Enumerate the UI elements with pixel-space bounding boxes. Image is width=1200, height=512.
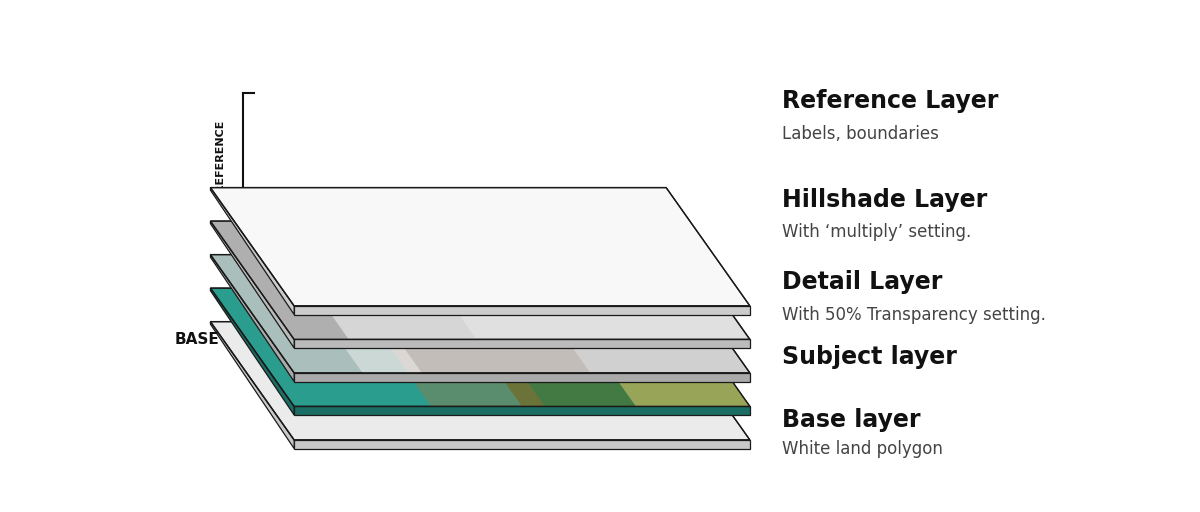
Text: Reference Layer: Reference Layer — [782, 89, 998, 113]
Polygon shape — [294, 373, 750, 381]
Text: Hillshade Layer: Hillshade Layer — [782, 187, 988, 211]
Polygon shape — [210, 221, 349, 339]
Text: Labels, boundaries: Labels, boundaries — [782, 124, 940, 142]
Polygon shape — [210, 254, 408, 373]
Polygon shape — [278, 254, 421, 373]
Polygon shape — [210, 288, 750, 407]
Text: With ‘multiply’ setting.: With ‘multiply’ setting. — [782, 223, 972, 241]
Polygon shape — [294, 339, 750, 348]
Text: With 50% Transparency setting.: With 50% Transparency setting. — [782, 306, 1046, 324]
Polygon shape — [294, 440, 750, 449]
Polygon shape — [294, 306, 750, 314]
Text: White land polygon: White land polygon — [782, 440, 943, 458]
Polygon shape — [552, 288, 750, 407]
Text: BASE: BASE — [174, 332, 218, 347]
Text: Detail Layer: Detail Layer — [782, 270, 943, 294]
Polygon shape — [324, 254, 590, 373]
Polygon shape — [210, 254, 294, 381]
Polygon shape — [210, 322, 294, 449]
Polygon shape — [294, 407, 750, 415]
Text: REFERENCE: REFERENCE — [215, 120, 224, 192]
Polygon shape — [210, 322, 750, 440]
Polygon shape — [265, 221, 476, 339]
Polygon shape — [210, 187, 750, 306]
Polygon shape — [210, 187, 294, 314]
Polygon shape — [210, 221, 750, 339]
Polygon shape — [210, 254, 750, 373]
Text: Base layer: Base layer — [782, 409, 920, 432]
Polygon shape — [210, 288, 294, 415]
Polygon shape — [438, 288, 636, 407]
Polygon shape — [347, 288, 545, 407]
Text: Subject layer: Subject layer — [782, 345, 958, 369]
Polygon shape — [210, 221, 294, 348]
